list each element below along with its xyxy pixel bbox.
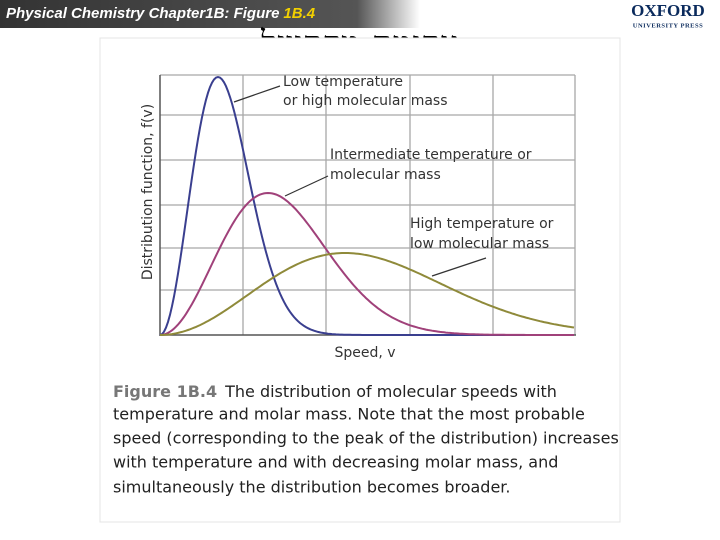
caption-line: simultaneously the distribution becomes … [113,478,511,497]
curve-label: Intermediate temperature or [330,147,532,163]
course: Physical Chemistry Chapter1B: Figure [6,5,279,22]
caption: Figure 1B.4 The distribution of molecular… [113,382,619,497]
leaders [233,85,487,277]
caption-line: Figure 1B.4 The distribution of molecular… [113,382,557,401]
curve [159,191,574,336]
curve-labels: Low temperature or high molecular mass I… [283,74,554,252]
curve-label: Low temperature [283,74,403,90]
x-axis-label: Speed, v [334,345,395,361]
caption-line: with temperature and with decreasing mol… [113,453,558,472]
publisher-name: OXFORD [631,1,705,20]
grid [160,74,576,335]
curve-label: low molecular mass [410,236,549,252]
leader-line [431,257,487,277]
figure-number: 1B.4 [283,5,315,22]
caption-text: The distribution of molecular speeds wit… [224,382,557,401]
leader-line [233,85,281,103]
curve-label: or high molecular mass [283,93,448,109]
y-axis-label: Distribution function, f(v) [140,104,156,280]
header-course: Physical Chemistry Chapter1B: Figure 1B.4 [6,5,316,22]
publisher-subtitle: UNIVERSITY PRESS [633,22,703,29]
logo-box [618,2,714,32]
caption-label: Figure 1B.4 [113,382,217,401]
curves [159,75,575,336]
figure-frame [99,37,621,523]
curve-label: molecular mass [330,167,441,183]
caption-line: temperature and molar mass. Note that th… [113,405,585,424]
curve-label: High temperature or [410,216,554,232]
leader-line [284,175,329,197]
header-bar [0,0,420,28]
caption-line: speed (corresponding to the peak of the … [113,429,619,448]
curve [160,252,575,336]
